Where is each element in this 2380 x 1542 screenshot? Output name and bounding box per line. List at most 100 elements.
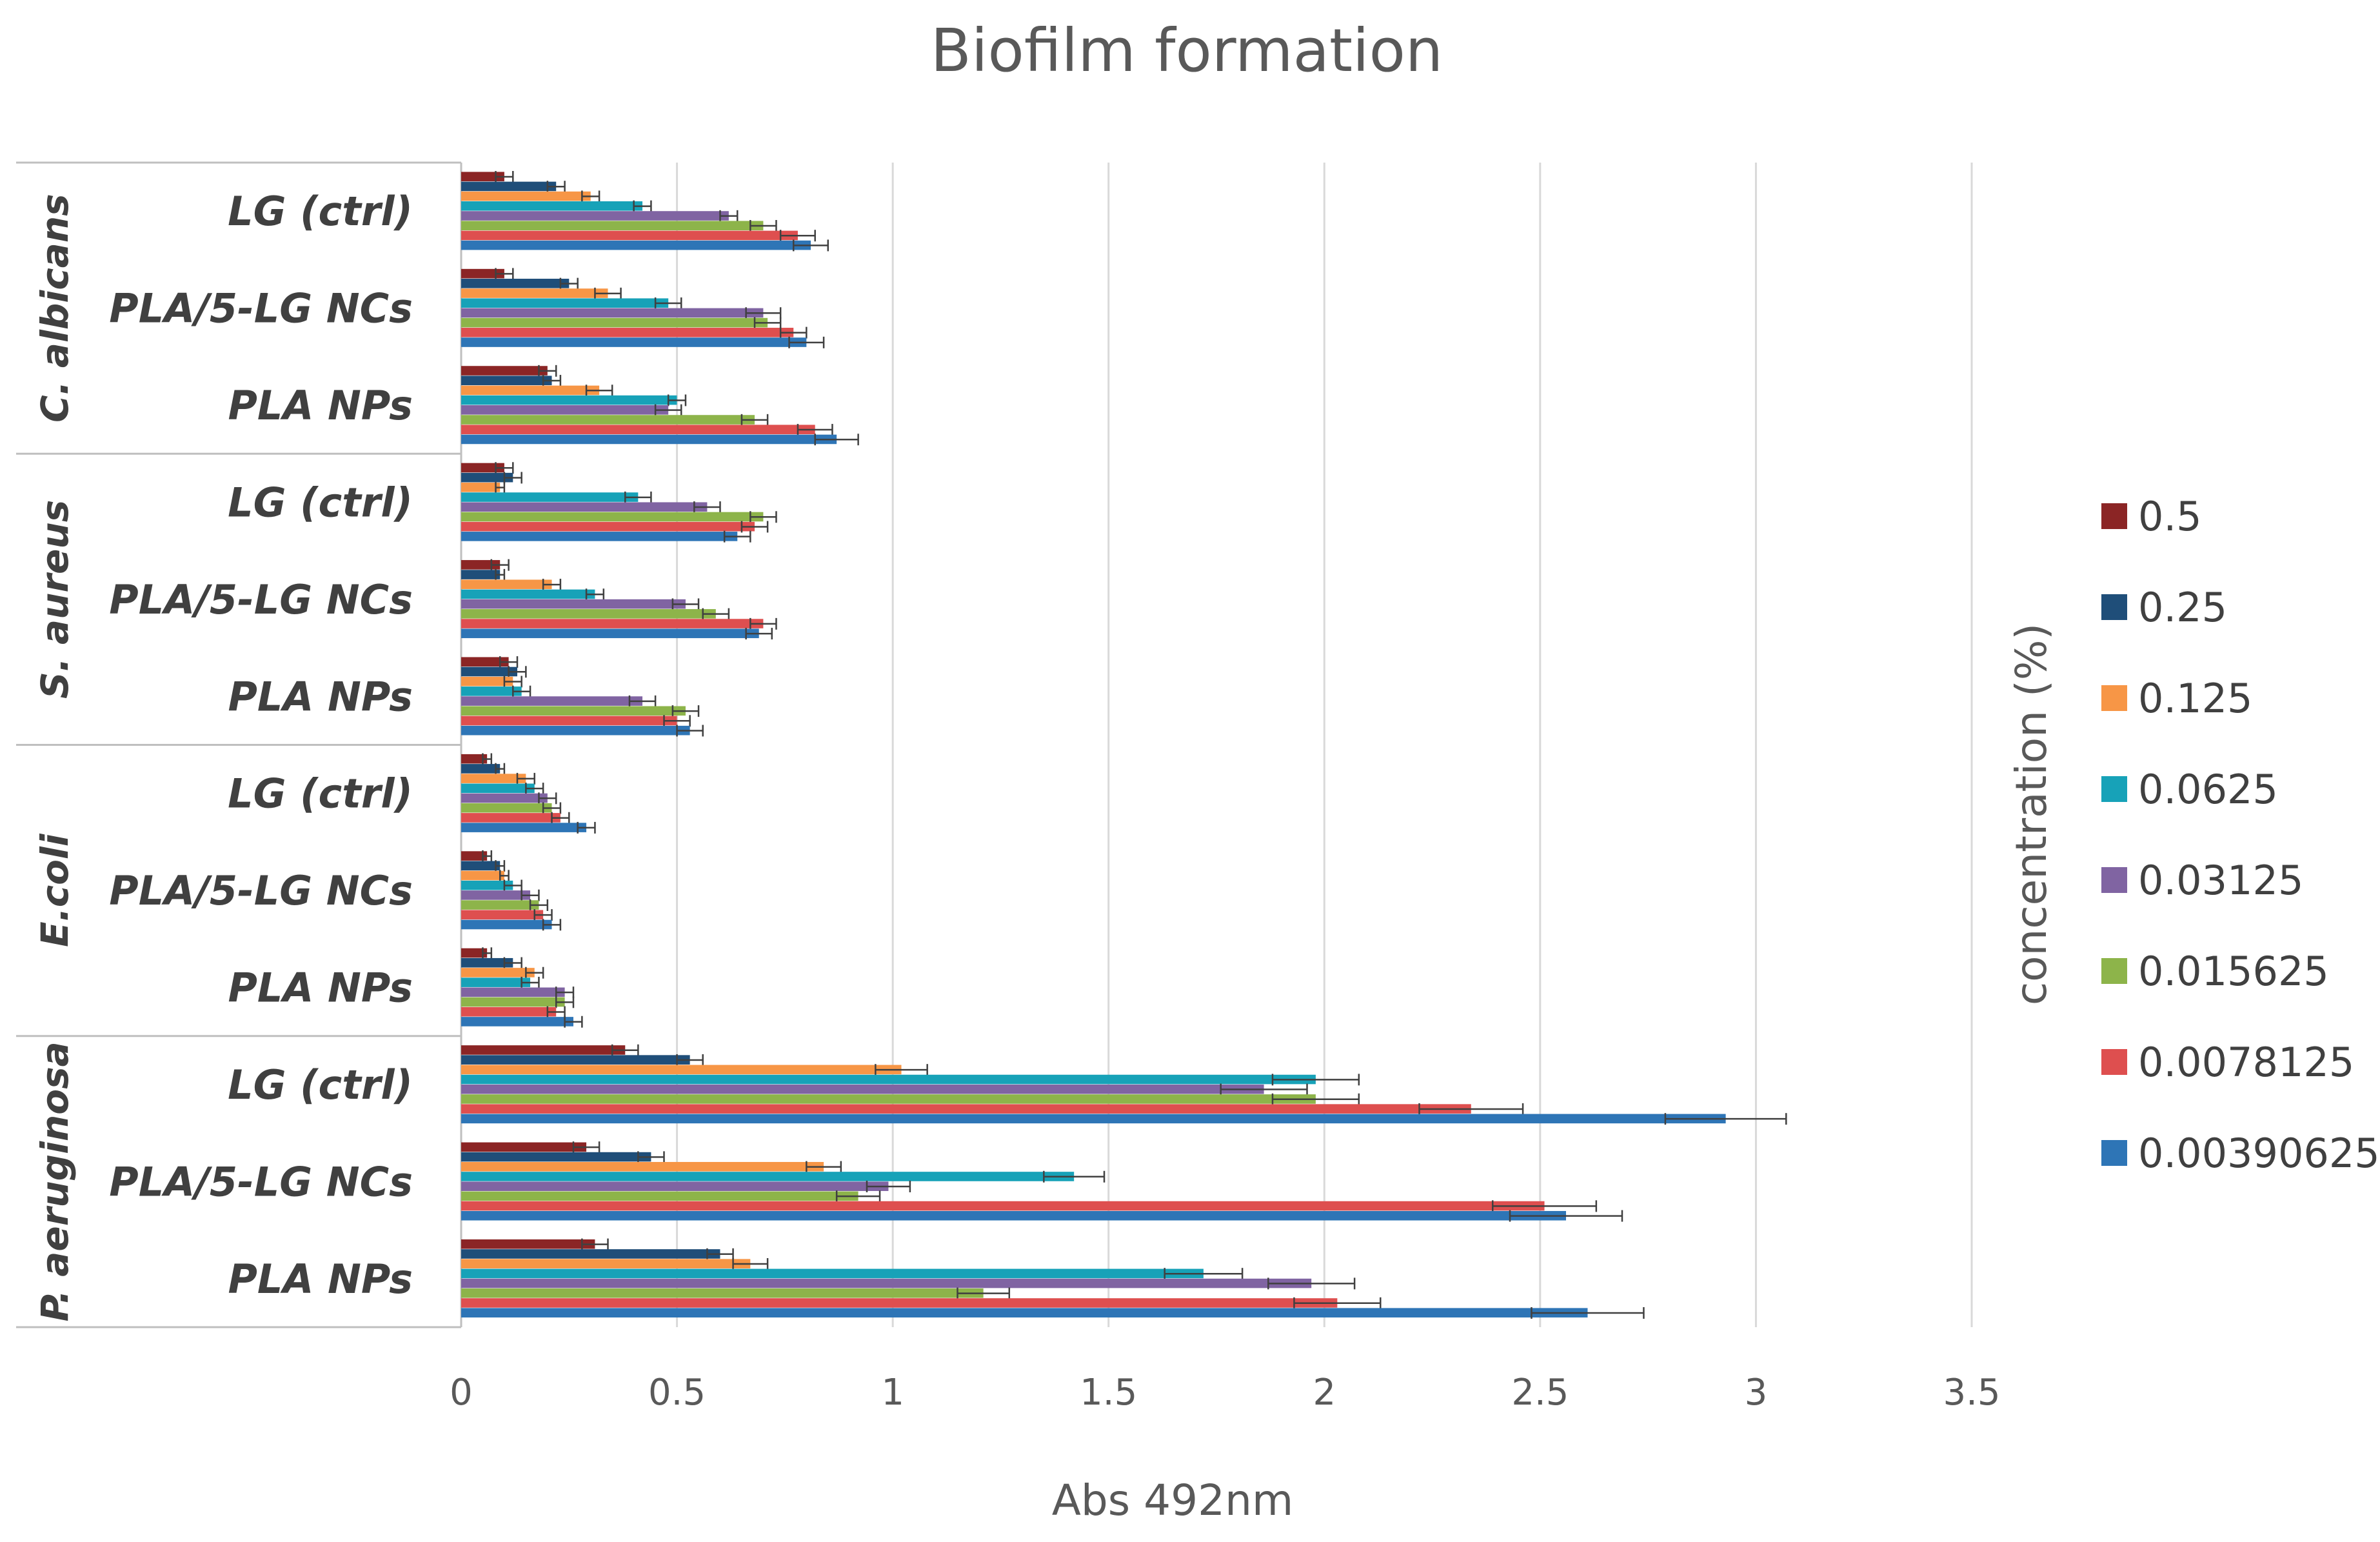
bar <box>461 521 755 532</box>
category-label: LG (ctrl) <box>228 479 413 526</box>
bar <box>461 298 669 308</box>
legend-swatch <box>2101 958 2127 984</box>
bar <box>461 375 552 386</box>
bar <box>461 686 522 696</box>
bar <box>461 987 565 997</box>
bar <box>461 1055 690 1065</box>
bar <box>461 948 488 958</box>
bar <box>461 1181 889 1191</box>
bar <box>461 997 565 1007</box>
bar <box>461 676 513 686</box>
bar <box>461 823 587 832</box>
gridlines <box>676 163 1973 1327</box>
bar <box>461 599 686 609</box>
bar <box>461 851 488 861</box>
legend-label: 0.00390625 <box>2138 1130 2380 1177</box>
category-label: PLA NPs <box>228 673 413 720</box>
category-label: PLA NPs <box>228 965 413 1012</box>
bar <box>461 910 544 920</box>
bar <box>461 1201 1545 1211</box>
legend-label: 0.25 <box>2138 584 2227 631</box>
bar <box>461 1084 1264 1094</box>
bar <box>461 696 643 706</box>
category-label: LG (ctrl) <box>228 770 413 817</box>
category-label: PLA/5-LG NCs <box>109 576 413 623</box>
bar <box>461 977 531 987</box>
bar <box>461 211 729 221</box>
bar <box>461 1249 720 1259</box>
category-label: PLA NPs <box>228 382 413 429</box>
bar <box>461 1114 1726 1124</box>
bar <box>461 221 764 231</box>
bar <box>461 1210 1567 1221</box>
bar <box>461 366 548 375</box>
bar <box>461 425 815 435</box>
bar <box>461 337 807 347</box>
bar <box>461 919 552 930</box>
legend-swatch <box>2101 685 2127 711</box>
category-label: LG (ctrl) <box>228 188 413 235</box>
bar <box>461 405 669 415</box>
legend-swatch <box>2101 1049 2127 1075</box>
bar <box>461 1074 1316 1085</box>
category-label: PLA/5-LG NCs <box>109 867 413 914</box>
bar <box>461 240 811 250</box>
bar <box>461 172 504 182</box>
legend: 0.5 0.25 0.125 0.0625 0.03125 0.015625 0.00781… <box>2101 493 2380 1177</box>
bar <box>461 657 509 667</box>
x-tick-labels: 0 0.5 1 1.5 2 2.5 3 3.5 <box>450 1372 2000 1414</box>
bar <box>461 532 738 541</box>
chart-title: Biofilm formation <box>931 16 1443 85</box>
category-axis: C. albicans LG (ctrl) PLA/5-LG NCs PLA NPs S… <box>16 161 462 1328</box>
bar <box>461 725 690 736</box>
bar <box>461 483 501 492</box>
bar <box>461 1161 824 1172</box>
category-label: PLA NPs <box>228 1256 413 1303</box>
bar <box>461 560 501 570</box>
group-label: E.coli <box>33 833 77 947</box>
category-label: PLA/5-LG NCs <box>109 285 413 332</box>
bar <box>461 434 837 445</box>
bar <box>461 589 595 599</box>
bar <box>461 880 513 890</box>
bar <box>461 181 557 192</box>
legend-label: 0.125 <box>2138 675 2253 722</box>
bar <box>461 861 501 871</box>
x-axis-title: Abs 492nm <box>1052 1476 1294 1525</box>
bar <box>461 890 531 900</box>
bar <box>461 1278 1312 1288</box>
bar <box>461 774 526 783</box>
bar <box>461 1142 587 1152</box>
bar <box>461 463 504 473</box>
bar <box>461 395 677 405</box>
bar <box>461 1094 1316 1104</box>
bar <box>461 1045 626 1055</box>
bar <box>461 706 686 716</box>
bar <box>461 492 639 502</box>
x-tick-label: 1.5 <box>1080 1372 1137 1414</box>
legend-title: concentration (%) <box>2007 623 2056 1005</box>
bar <box>461 502 708 512</box>
bar <box>461 328 794 337</box>
bar <box>461 579 552 590</box>
legend-label: 0.015625 <box>2138 948 2329 995</box>
bar <box>461 1172 1075 1181</box>
x-tick-label: 2.5 <box>1511 1372 1569 1414</box>
bar <box>461 1259 751 1268</box>
bar <box>461 1191 858 1201</box>
bar <box>461 512 764 522</box>
bar <box>461 268 504 279</box>
legend-swatch <box>2101 867 2127 893</box>
group-label: C. albicans <box>33 194 77 423</box>
category-label: LG (ctrl) <box>228 1061 413 1108</box>
legend-label: 0.03125 <box>2138 857 2303 904</box>
bar <box>461 1268 1204 1279</box>
bar <box>461 1288 984 1298</box>
bar <box>461 230 798 241</box>
bar <box>461 716 677 726</box>
bar <box>461 570 501 579</box>
bar <box>461 813 560 823</box>
legend-swatch <box>2101 1140 2127 1166</box>
group-label: S. aureus <box>33 500 77 699</box>
